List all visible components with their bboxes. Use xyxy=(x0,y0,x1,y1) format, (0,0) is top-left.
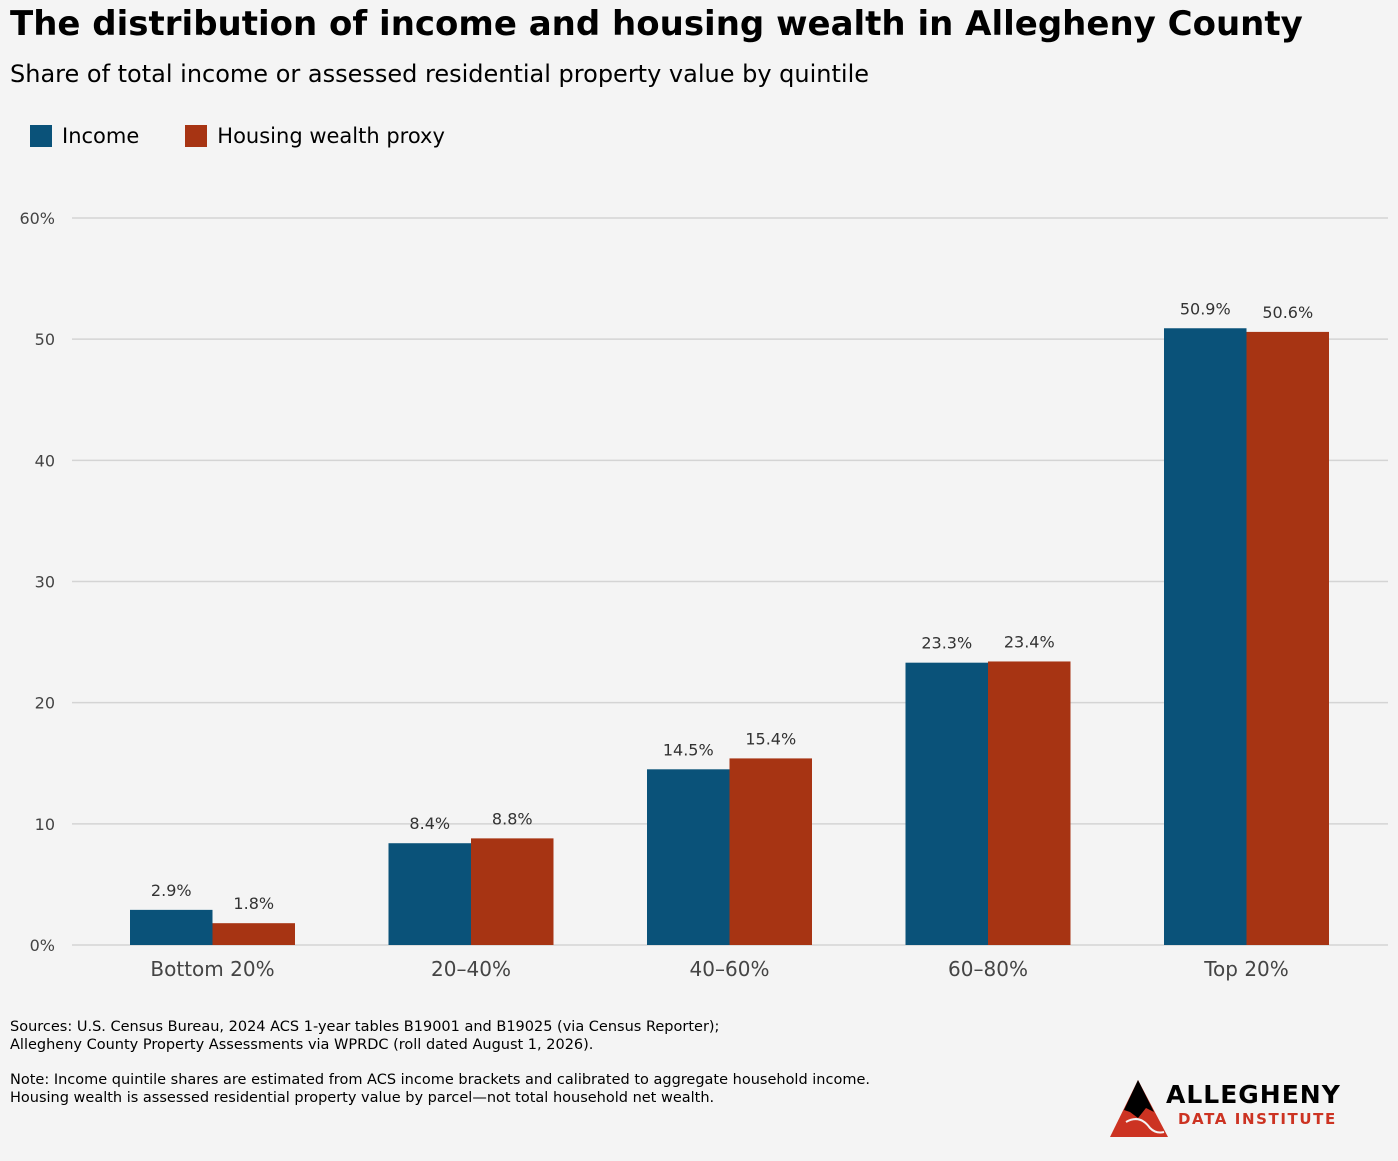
x-tick-label: Bottom 20% xyxy=(150,957,274,981)
bar-income xyxy=(905,662,988,945)
x-tick-label: 60–80% xyxy=(948,957,1028,981)
legend-item-income: Income xyxy=(30,124,139,148)
data-label: 14.5% xyxy=(663,740,714,759)
bar-housing xyxy=(212,923,295,945)
bar-income xyxy=(1164,328,1247,945)
x-tick-label: Top 20% xyxy=(1203,957,1289,981)
legend-label-housing: Housing wealth proxy xyxy=(217,124,445,148)
data-label: 23.4% xyxy=(1004,632,1055,651)
bar-housing xyxy=(471,838,554,945)
bar-chart: 0% 10 20 30 40 50 60% 2.9% 1.8% Bottom 20% 8.4% 8.8… xyxy=(19,209,1388,981)
legend-swatch-income xyxy=(30,125,52,147)
x-tick-label: 20–40% xyxy=(431,957,511,981)
y-tick-label: 40 xyxy=(35,451,55,470)
data-label: 15.4% xyxy=(745,729,796,748)
logo-mountain-icon xyxy=(1110,1080,1168,1137)
y-tick-label: 10 xyxy=(35,815,55,834)
y-tick-label: 0% xyxy=(30,936,55,955)
data-label: 8.8% xyxy=(492,809,533,828)
y-tick-label: 50 xyxy=(35,330,55,349)
x-tick-label: 40–60% xyxy=(690,957,770,981)
y-tick-label: 60% xyxy=(19,209,55,228)
logo-wordmark-line2: DATA INSTITUTE xyxy=(1178,1110,1337,1128)
bar-income xyxy=(388,843,471,945)
y-tick-label: 30 xyxy=(35,573,55,592)
note-text: Note: Income quintile shares are estimat… xyxy=(10,1072,870,1106)
allegheny-logo: ALLEGHENY DATA INSTITUTE xyxy=(1110,1078,1360,1140)
bar-housing xyxy=(729,758,812,945)
bar-housing xyxy=(988,661,1071,945)
chart-title: The distribution of income and housing w… xyxy=(10,4,1303,44)
data-label: 50.9% xyxy=(1180,299,1231,318)
data-label: 23.3% xyxy=(921,634,972,653)
chart-subtitle: Share of total income or assessed reside… xyxy=(10,60,870,88)
y-tick-label: 20 xyxy=(35,694,55,713)
data-label: 2.9% xyxy=(151,881,192,900)
data-label: 8.4% xyxy=(409,814,450,833)
bar-income xyxy=(130,909,213,945)
legend-swatch-housing xyxy=(185,125,208,147)
data-label: 50.6% xyxy=(1262,303,1313,322)
sources-text: Sources: U.S. Census Bureau, 2024 ACS 1-… xyxy=(10,1019,720,1053)
legend: Income Housing wealth proxy xyxy=(30,124,491,148)
logo-wordmark-line1: ALLEGHENY xyxy=(1166,1080,1341,1109)
legend-label-income: Income xyxy=(62,124,140,148)
bar-income xyxy=(647,769,730,945)
data-label: 1.8% xyxy=(233,894,274,913)
bar-housing xyxy=(1246,331,1329,945)
legend-item-housing: Housing wealth proxy xyxy=(185,124,445,148)
